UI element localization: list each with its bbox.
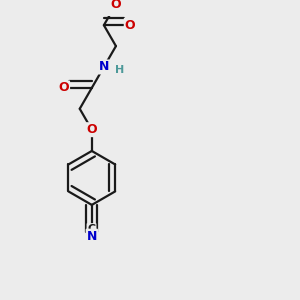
Text: O: O — [86, 123, 97, 136]
Text: O: O — [111, 0, 121, 11]
Text: H: H — [115, 65, 124, 75]
Text: O: O — [125, 19, 135, 32]
Text: N: N — [99, 61, 109, 74]
Text: N: N — [87, 230, 97, 243]
Text: C: C — [88, 224, 96, 234]
Text: O: O — [58, 81, 69, 94]
